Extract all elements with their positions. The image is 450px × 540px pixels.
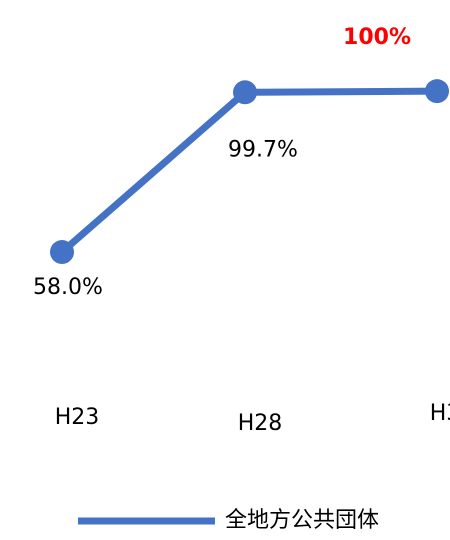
data-label: 99.7% [228, 137, 298, 162]
point [233, 80, 257, 105]
data-label: 58.0% [33, 275, 103, 300]
data-label: 100% [343, 25, 411, 50]
x-tick-label: H23 [55, 405, 100, 430]
point [50, 240, 74, 265]
point [425, 79, 449, 104]
x-tick-label: H28 [238, 411, 283, 436]
line [59, 87, 438, 255]
legend-label: 全地方公共団体 [225, 508, 379, 533]
x-tick-label: H31 [430, 401, 450, 426]
